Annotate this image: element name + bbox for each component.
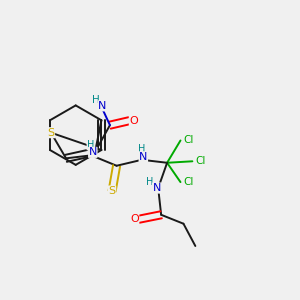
- Text: N: N: [88, 147, 97, 158]
- Text: H: H: [87, 140, 94, 150]
- Text: Cl: Cl: [184, 177, 194, 187]
- Text: H: H: [138, 144, 145, 154]
- Text: S: S: [47, 128, 55, 138]
- Text: Cl: Cl: [184, 136, 194, 146]
- Text: H: H: [146, 177, 154, 187]
- Text: S: S: [109, 186, 116, 196]
- Text: Cl: Cl: [196, 156, 206, 166]
- Text: N: N: [152, 183, 161, 193]
- Text: O: O: [129, 116, 138, 126]
- Text: N: N: [98, 101, 107, 111]
- Text: O: O: [130, 214, 139, 224]
- Text: N: N: [139, 152, 148, 162]
- Text: H: H: [92, 95, 100, 106]
